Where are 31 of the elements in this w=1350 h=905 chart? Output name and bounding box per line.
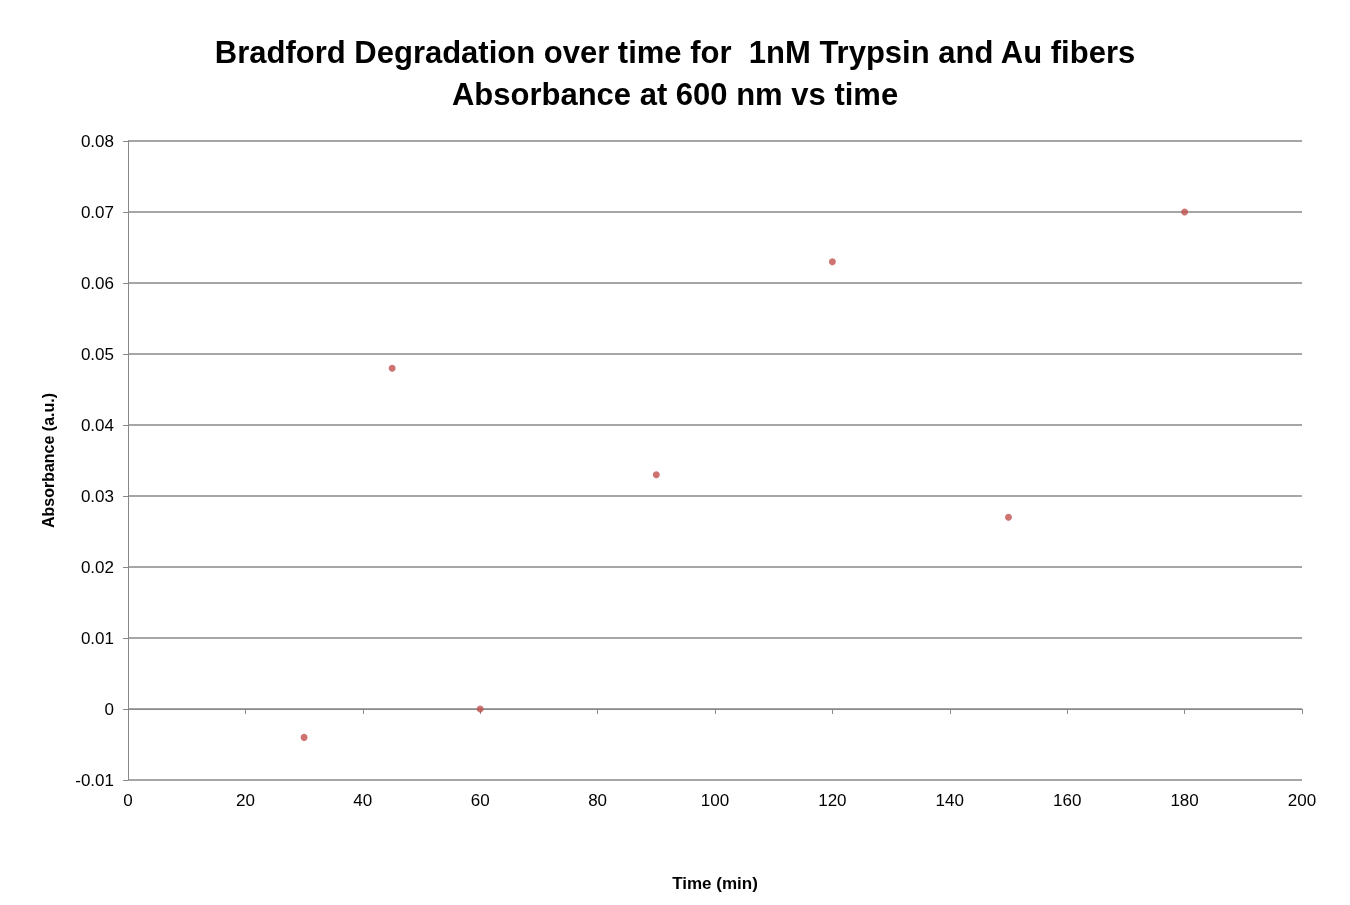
y-tick-label: -0.01 (75, 770, 114, 790)
x-tick-label: 120 (818, 791, 847, 810)
x-tick-label: 40 (353, 791, 373, 810)
point (1181, 208, 1189, 216)
y-tick-label: 0.07 (80, 202, 114, 222)
y-tick-label: 0.03 (80, 486, 114, 506)
point (1005, 513, 1012, 521)
x-tick-label: 60 (470, 791, 490, 810)
x-tick-label: 0 (123, 791, 133, 810)
y-tick-label: 0 (104, 699, 114, 719)
x-tick-label: 80 (588, 791, 608, 810)
y-tick-label: 0.04 (80, 415, 114, 435)
y-tick-label: 0.05 (80, 344, 114, 364)
x-axis-title: Time (min) (672, 874, 758, 893)
x-tick-label: 20 (235, 791, 255, 810)
point (828, 258, 836, 266)
y-tick-label: 0.06 (80, 273, 114, 293)
x-tick-label: 180 (1170, 791, 1199, 810)
y-tick-label: 0.08 (80, 131, 114, 151)
x-tick-label: 200 (1287, 791, 1317, 810)
x-tick-label: 160 (1053, 791, 1082, 810)
y-tick-label: 0.01 (80, 628, 114, 648)
point (476, 705, 484, 713)
x-tick-label: 140 (935, 791, 964, 810)
chart-title: Bradford Degradation over time for 1nM Trypsin and Au fibers Absorbance at 600 nm vs time (214, 34, 1136, 112)
point (388, 364, 396, 372)
y-tick-label: 0.02 (80, 557, 114, 577)
y-axis-title: Absorbance (a.u.) (39, 392, 57, 529)
x-tick-label: 100 (700, 791, 730, 810)
point (652, 471, 660, 479)
point (300, 733, 308, 741)
